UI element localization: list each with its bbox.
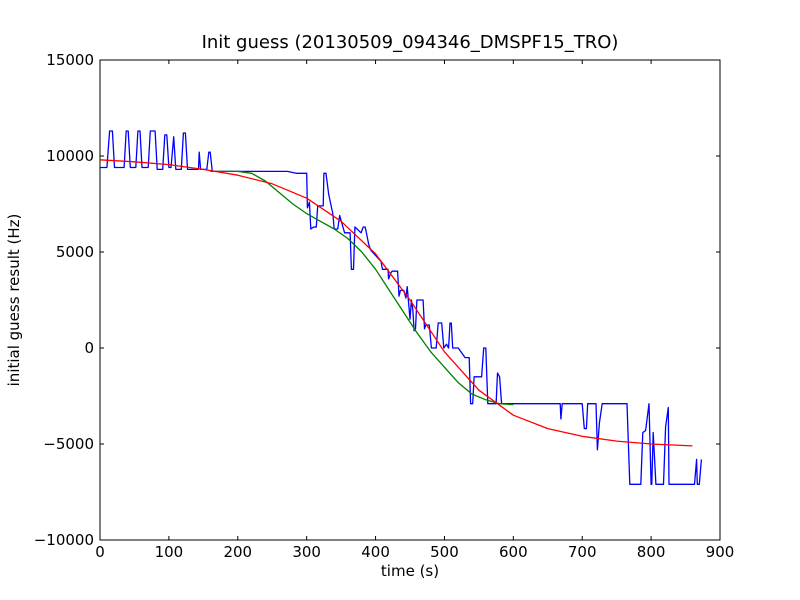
x-tick-label: 600 bbox=[499, 543, 528, 561]
x-axis-ticks: 0 100 200 300 400 500 600 700 800 900 bbox=[95, 60, 734, 561]
series-layer bbox=[99, 130, 703, 485]
y-tick-label: 0 bbox=[84, 339, 94, 357]
chart-title: Init guess (20130509_094346_DMSPF15_TRO) bbox=[202, 32, 619, 53]
series-line-1 bbox=[100, 130, 703, 485]
x-tick-label: 100 bbox=[155, 543, 184, 561]
x-tick-label: 400 bbox=[361, 543, 390, 561]
x-axis-label: time (s) bbox=[381, 562, 439, 580]
x-tick-label: 300 bbox=[292, 543, 321, 561]
y-tick-label: 10000 bbox=[46, 147, 94, 165]
x-tick-label: 200 bbox=[223, 543, 252, 561]
x-tick-label: 700 bbox=[568, 543, 597, 561]
x-tick-label: 500 bbox=[430, 543, 459, 561]
y-tick-label: 5000 bbox=[56, 243, 94, 261]
plot-area bbox=[99, 59, 721, 541]
y-axis-label: initial guess result (Hz) bbox=[5, 214, 23, 387]
y-tick-label: −5000 bbox=[43, 435, 94, 453]
series-line-3 bbox=[99, 159, 693, 447]
series-line-2 bbox=[210, 170, 514, 406]
y-tick-label: −10000 bbox=[34, 531, 94, 549]
x-tick-label: 800 bbox=[637, 543, 666, 561]
y-axis-ticks: −10000 −5000 0 5000 10000 15000 bbox=[34, 51, 720, 549]
y-tick-label: 15000 bbox=[46, 51, 94, 69]
x-tick-label: 900 bbox=[706, 543, 735, 561]
x-tick-label: 0 bbox=[95, 543, 105, 561]
